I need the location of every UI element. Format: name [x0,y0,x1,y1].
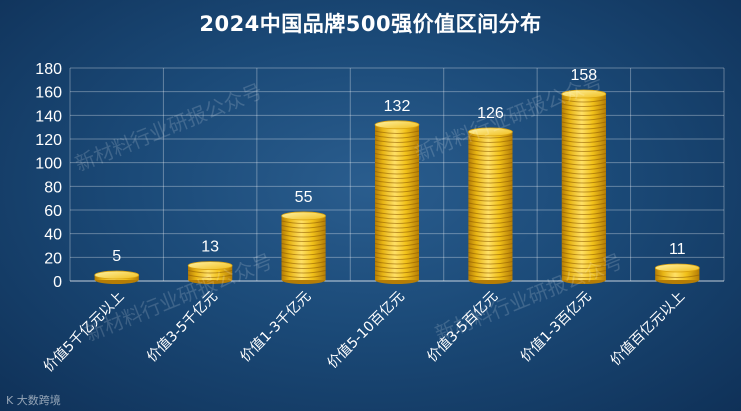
data-label: 55 [295,189,313,206]
bar [374,120,420,284]
bar [561,89,607,284]
x-tick-label: 价值5-10百亿元 [325,289,408,372]
y-tick-label: 60 [44,203,62,220]
chart-title: 2024中国品牌500强价值区间分布 [199,12,542,36]
x-tick-label: 价值1-3千亿元 [237,289,314,366]
y-tick-label: 100 [35,156,62,173]
y-tick-label: 160 [35,85,62,102]
y-tick-label: 80 [44,179,62,196]
brand-logo: K 大数跨境 [6,394,61,407]
x-tick-label: 价值百亿元以上 [608,289,689,370]
y-tick-label: 180 [35,61,62,78]
data-label: 158 [571,67,598,84]
data-label: 5 [112,248,121,265]
data-label: 13 [201,239,219,256]
y-tick-label: 0 [53,274,62,291]
bar [94,270,140,284]
bar [187,261,233,284]
bar [281,211,326,284]
data-label: 132 [384,98,411,115]
data-label: 11 [669,241,686,258]
y-tick-label: 40 [44,227,62,244]
y-tick-label: 120 [35,132,62,149]
bar [468,127,513,284]
bar [654,263,700,284]
y-tick-label: 140 [35,108,62,125]
y-tick-label: 20 [44,250,62,267]
data-label: 126 [477,105,504,122]
